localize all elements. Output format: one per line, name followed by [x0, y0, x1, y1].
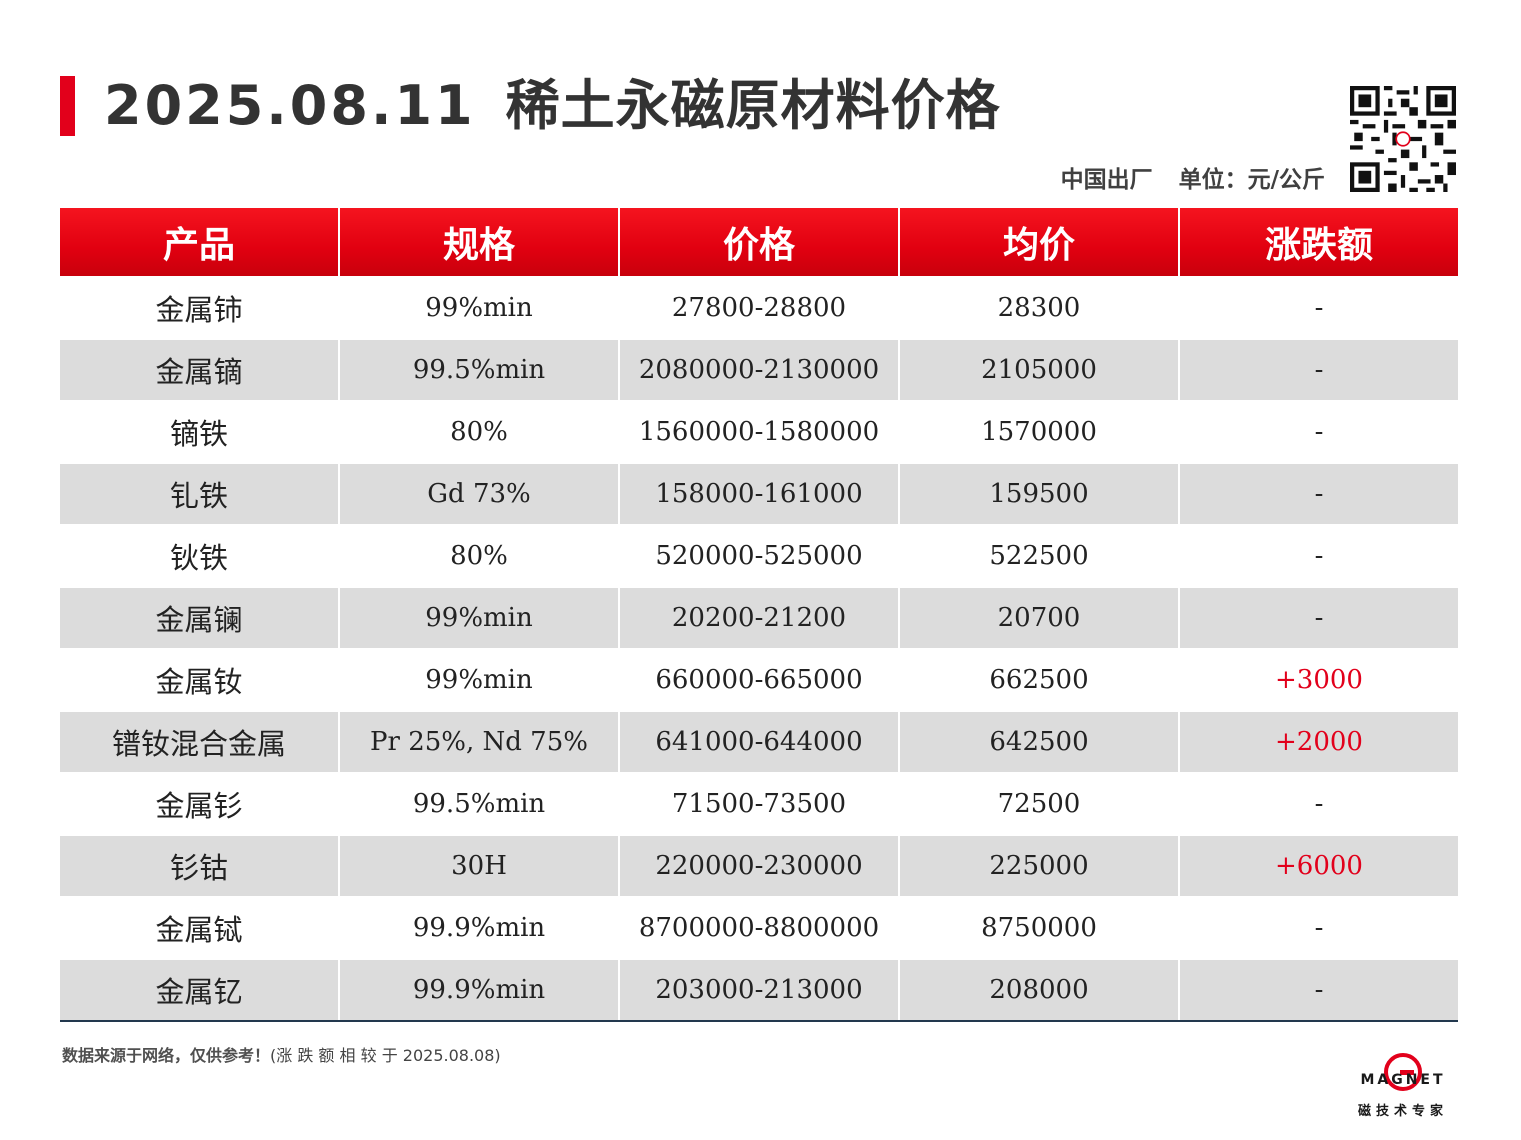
- cell-spec: 99%min: [338, 586, 619, 649]
- table-row: 金属镧 99%min 20200-21200 20700-: [60, 586, 1458, 649]
- table-row: 金属钕 99%min 660000-665000 662500 +3000: [60, 648, 1458, 711]
- cell-change: -: [1178, 524, 1458, 587]
- price-table: 产品 规格 价格 均价 涨跌额 金属铈 99%min 27800-28800 2830…: [60, 208, 1458, 1022]
- table-row: 金属铈 99%min 27800-28800 28300-: [60, 276, 1458, 339]
- cell-avg: 28300: [898, 276, 1179, 339]
- table-row: 金属镝 99.5%min 2080000-2130000 2105000-: [60, 338, 1458, 401]
- table-row: 镝铁 80% 1560000-1580000 1570000-: [60, 400, 1458, 463]
- cell-spec: 80%: [338, 524, 619, 587]
- column-header-avg: 均价: [898, 208, 1179, 277]
- cell-price: 71500-73500: [618, 772, 899, 835]
- cell-price: 641000-644000: [618, 710, 899, 773]
- cell-spec: Pr 25%, Nd 75%: [338, 710, 619, 773]
- cell-spec: 99.5%min: [338, 772, 619, 835]
- cell-price: 520000-525000: [618, 524, 899, 587]
- logo-text: MAGNET: [1360, 1072, 1446, 1088]
- cell-change: -: [1178, 338, 1458, 401]
- cell-price: 158000-161000: [618, 462, 899, 525]
- cell-product: 金属钇: [60, 958, 339, 1022]
- table-row: 钐钴 30H 220000-230000 225000 +6000: [60, 834, 1458, 897]
- page-title: 2025.08.11 稀土永磁原材料价格: [104, 74, 1001, 138]
- column-header-spec: 规格: [338, 208, 619, 277]
- cell-avg: 20700: [898, 586, 1179, 649]
- footnote: 数据来源于网络，仅供参考！(涨 跌 额 相 较 于 2025.08.08): [62, 1042, 501, 1066]
- table-row: 镨钕混合金属 Pr 25%, Nd 75% 641000-644000 642500 +…: [60, 710, 1458, 773]
- cell-price: 20200-21200: [618, 586, 899, 649]
- title-date: 2025.08.11: [104, 74, 476, 137]
- cell-avg: 662500: [898, 648, 1179, 711]
- cell-price: 2080000-2130000: [618, 338, 899, 401]
- cell-spec: 30H: [338, 834, 619, 897]
- cell-spec: 99%min: [338, 648, 619, 711]
- cell-avg: 2105000: [898, 338, 1179, 401]
- column-header-change: 涨跌额: [1178, 208, 1458, 277]
- cell-product: 钐钴: [60, 834, 339, 897]
- cell-avg: 72500: [898, 772, 1179, 835]
- cell-product: 钆铁: [60, 462, 339, 525]
- cell-change: -: [1178, 276, 1458, 339]
- cell-product: 镝铁: [60, 400, 339, 463]
- cell-change: -: [1178, 896, 1458, 959]
- cell-price: 8700000-8800000: [618, 896, 899, 959]
- cell-change: -: [1178, 958, 1458, 1022]
- origin-label: 中国出厂: [1060, 167, 1153, 193]
- table-row: 金属铽 99.9%min 8700000-8800000 8750000-: [60, 896, 1458, 959]
- cell-price: 1560000-1580000: [618, 400, 899, 463]
- table-row: 钬铁 80% 520000-525000 522500-: [60, 524, 1458, 587]
- qr-code-icon: [1350, 86, 1456, 192]
- cell-spec: 99.9%min: [338, 896, 619, 959]
- cell-product: 钬铁: [60, 524, 339, 587]
- cell-avg: 159500: [898, 462, 1179, 525]
- cell-price: 660000-665000: [618, 648, 899, 711]
- cell-product: 金属镧: [60, 586, 339, 649]
- cell-price: 27800-28800: [618, 276, 899, 339]
- cell-avg: 225000: [898, 834, 1179, 897]
- cell-product: 金属铽: [60, 896, 339, 959]
- cell-price: 220000-230000: [618, 834, 899, 897]
- cell-avg: 522500: [898, 524, 1179, 587]
- cell-spec: 99%min: [338, 276, 619, 339]
- cell-change: -: [1178, 400, 1458, 463]
- cell-spec: Gd 73%: [338, 462, 619, 525]
- cell-spec: 99.9%min: [338, 958, 619, 1022]
- cell-product: 金属钕: [60, 648, 339, 711]
- cell-price: 203000-213000: [618, 958, 899, 1022]
- cell-avg: 642500: [898, 710, 1179, 773]
- table-row: 金属钐 99.5%min 71500-73500 72500-: [60, 772, 1458, 835]
- column-header-product: 产品: [60, 208, 339, 277]
- cell-change: -: [1178, 772, 1458, 835]
- title-text: 稀土永磁原材料价格: [505, 74, 1001, 137]
- table-header-row: 产品 规格 价格 均价 涨跌额: [60, 208, 1458, 277]
- cell-avg: 8750000: [898, 896, 1179, 959]
- cell-product: 镨钕混合金属: [60, 710, 339, 773]
- cell-change: -: [1178, 462, 1458, 525]
- cell-spec: 99.5%min: [338, 338, 619, 401]
- cell-spec: 80%: [338, 400, 619, 463]
- cell-avg: 1570000: [898, 400, 1179, 463]
- cell-change: -: [1178, 586, 1458, 649]
- table-row: 钆铁 Gd 73% 158000-161000 159500-: [60, 462, 1458, 525]
- unit-label: 单位：元/公斤: [1178, 167, 1325, 193]
- cell-product: 金属镝: [60, 338, 339, 401]
- cell-change: +2000: [1178, 710, 1458, 773]
- cell-change: +3000: [1178, 648, 1458, 711]
- cell-change: +6000: [1178, 834, 1458, 897]
- footnote-source: 数据来源于网络，仅供参考！: [62, 1046, 271, 1065]
- magnet-logo-icon: [1384, 1053, 1422, 1091]
- title-accent-bar: [60, 76, 75, 136]
- table-row: 金属钇 99.9%min 203000-213000 208000-: [60, 958, 1458, 1022]
- logo-subtitle: 磁技术专家: [1357, 1104, 1448, 1119]
- footnote-compare: (涨 跌 额 相 较 于 2025.08.08): [270, 1046, 501, 1065]
- unit-line: 中国出厂 单位：元/公斤: [1061, 160, 1325, 194]
- cell-product: 金属铈: [60, 276, 339, 339]
- column-header-price: 价格: [618, 208, 899, 277]
- cell-avg: 208000: [898, 958, 1179, 1022]
- cell-product: 金属钐: [60, 772, 339, 835]
